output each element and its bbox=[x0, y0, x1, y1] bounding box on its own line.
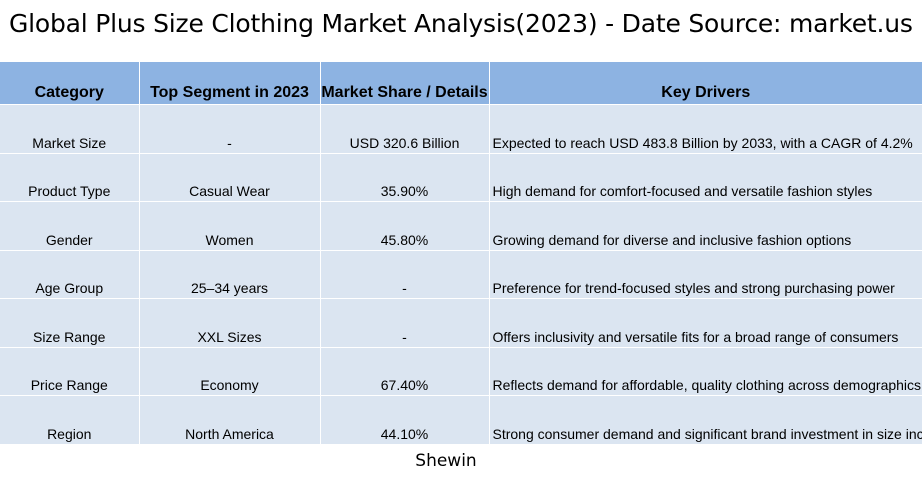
table-row: Age Group 25–34 years - Preference for t… bbox=[0, 250, 922, 299]
cell-key-drivers: Growing demand for diverse and inclusive… bbox=[489, 201, 922, 251]
header-category: Category bbox=[0, 62, 140, 105]
caption-text: Shewin bbox=[415, 451, 477, 471]
cell-top-segment: 25–34 years bbox=[139, 250, 321, 299]
cell-key-drivers: Offers inclusivity and versatile fits fo… bbox=[489, 298, 922, 348]
cell-category: Market Size bbox=[0, 104, 140, 154]
table-row: Gender Women 45.80% Growing demand for d… bbox=[0, 201, 922, 251]
cell-category: Size Range bbox=[0, 298, 140, 348]
cell-top-segment: XXL Sizes bbox=[139, 298, 321, 348]
cell-top-segment: - bbox=[139, 104, 321, 154]
cell-market-share: - bbox=[320, 250, 490, 299]
header-key-drivers: Key Drivers bbox=[489, 62, 922, 105]
table-row: Region North America 44.10% Strong consu… bbox=[0, 395, 922, 445]
page-title: Global Plus Size Clothing Market Analysi… bbox=[9, 9, 913, 38]
cell-category: Age Group bbox=[0, 250, 140, 299]
cell-category: Region bbox=[0, 395, 140, 445]
table-row: Price Range Economy 67.40% Reflects dema… bbox=[0, 347, 922, 396]
cell-key-drivers: High demand for comfort-focused and vers… bbox=[489, 153, 922, 202]
cell-market-share: 67.40% bbox=[320, 347, 490, 396]
table-row: Market Size - USD 320.6 Billion Expected… bbox=[0, 104, 922, 154]
cell-market-share: - bbox=[320, 298, 490, 348]
table-header-row: Category Top Segment in 2023 Market Shar… bbox=[0, 62, 922, 105]
cell-category: Product Type bbox=[0, 153, 140, 202]
header-top-segment: Top Segment in 2023 bbox=[139, 62, 321, 105]
cell-key-drivers: Preference for trend-focused styles and … bbox=[489, 250, 922, 299]
cell-market-share: USD 320.6 Billion bbox=[320, 104, 490, 154]
cell-key-drivers: Strong consumer demand and significant b… bbox=[489, 395, 922, 445]
cell-key-drivers: Reflects demand for affordable, quality … bbox=[489, 347, 922, 396]
cell-market-share: 35.90% bbox=[320, 153, 490, 202]
cell-top-segment: North America bbox=[139, 395, 321, 445]
cell-market-share: 44.10% bbox=[320, 395, 490, 445]
cell-category: Gender bbox=[0, 201, 140, 251]
header-market-share: Market Share / Details bbox=[320, 62, 490, 105]
table-row: Size Range XXL Sizes - Offers inclusivit… bbox=[0, 298, 922, 348]
cell-key-drivers: Expected to reach USD 483.8 Billion by 2… bbox=[489, 104, 922, 154]
cell-top-segment: Casual Wear bbox=[139, 153, 321, 202]
cell-category: Price Range bbox=[0, 347, 140, 396]
cell-top-segment: Women bbox=[139, 201, 321, 251]
cell-top-segment: Economy bbox=[139, 347, 321, 396]
market-analysis-table: Category Top Segment in 2023 Market Shar… bbox=[0, 62, 922, 445]
cell-market-share: 45.80% bbox=[320, 201, 490, 251]
table-row: Product Type Casual Wear 35.90% High dem… bbox=[0, 153, 922, 202]
